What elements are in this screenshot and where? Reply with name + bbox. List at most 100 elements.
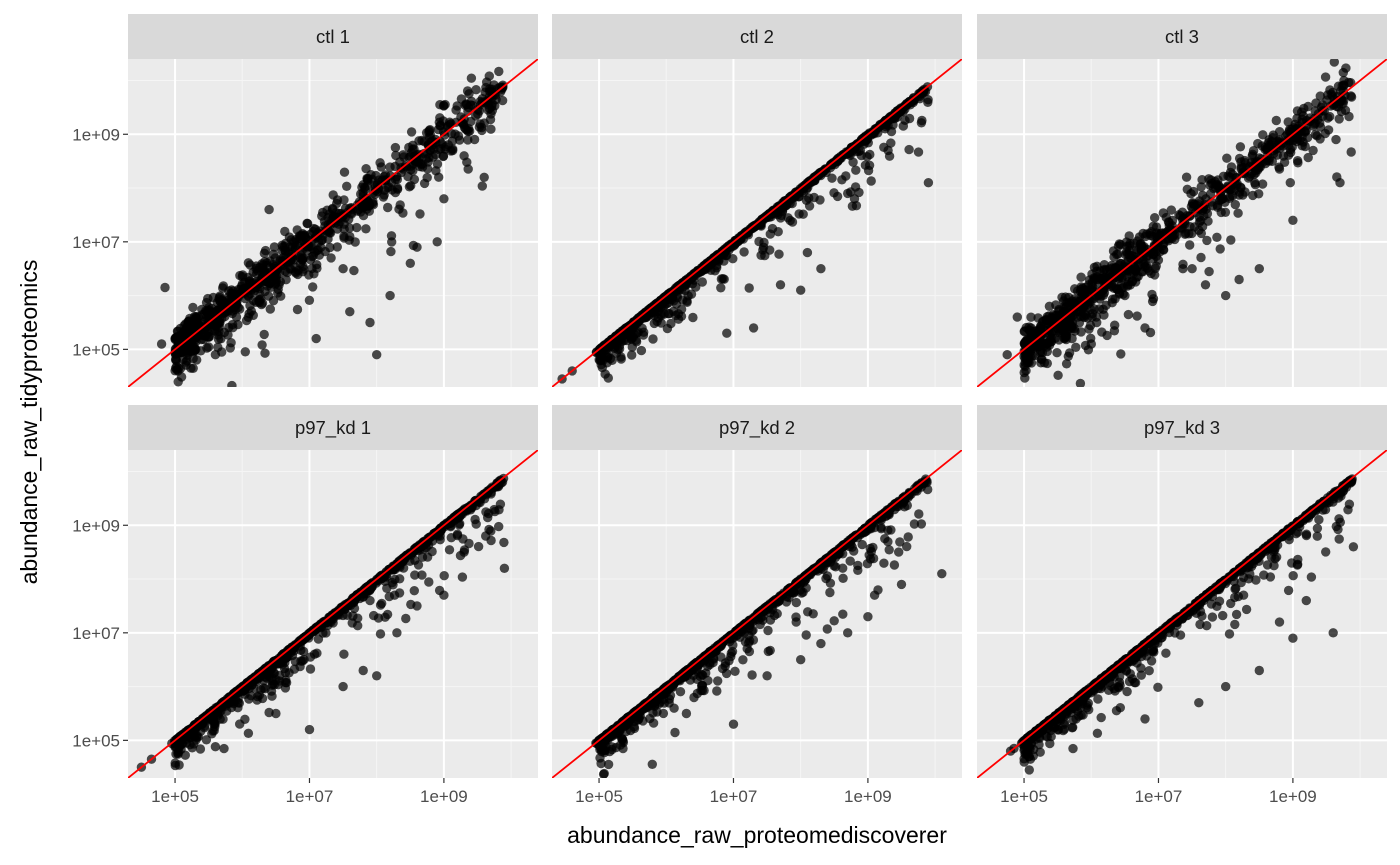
- data-point: [1139, 243, 1149, 253]
- data-point: [848, 157, 858, 167]
- data-point: [913, 147, 924, 157]
- data-point: [1099, 260, 1110, 270]
- data-point: [1158, 208, 1169, 218]
- data-point: [481, 531, 491, 541]
- data-point: [428, 140, 438, 150]
- data-point: [435, 113, 445, 123]
- data-point: [477, 125, 487, 136]
- data-point: [471, 519, 481, 529]
- data-point: [257, 340, 267, 350]
- data-point: [1285, 178, 1296, 188]
- data-point: [618, 743, 628, 754]
- data-point: [412, 601, 422, 611]
- data-point: [1320, 72, 1331, 82]
- data-point: [843, 188, 853, 199]
- data-point: [268, 296, 279, 306]
- data-point: [1063, 351, 1074, 361]
- data-point: [440, 99, 450, 110]
- data-point: [325, 228, 336, 238]
- data-point: [914, 509, 924, 519]
- data-point: [486, 124, 496, 134]
- data-point: [240, 347, 250, 357]
- data-point: [1204, 266, 1214, 277]
- data-point: [171, 355, 182, 366]
- data-point: [1292, 156, 1303, 166]
- data-point: [453, 131, 464, 141]
- data-point: [1127, 276, 1138, 287]
- data-point: [385, 290, 395, 301]
- data-point: [482, 77, 492, 87]
- data-point: [375, 600, 386, 610]
- identity-line: [552, 59, 962, 387]
- data-point: [1067, 296, 1078, 306]
- data-point: [1283, 117, 1293, 127]
- data-point: [648, 718, 659, 728]
- data-point: [422, 172, 432, 183]
- data-point: [291, 268, 301, 278]
- data-point: [406, 161, 416, 171]
- data-point: [774, 249, 784, 259]
- data-point: [265, 304, 275, 314]
- data-point: [309, 223, 319, 234]
- data-point: [220, 311, 230, 322]
- data-point: [1121, 237, 1132, 247]
- data-point: [188, 302, 198, 313]
- data-point: [649, 318, 659, 329]
- data-point: [1181, 172, 1192, 182]
- data-point: [349, 265, 359, 276]
- data-point: [648, 334, 658, 344]
- data-point: [197, 304, 207, 315]
- data-point: [758, 242, 769, 252]
- y-tick-label: 1e+07: [72, 624, 120, 643]
- data-point: [1221, 290, 1231, 301]
- data-point: [1052, 310, 1062, 320]
- data-point: [1196, 228, 1207, 239]
- data-point: [1217, 194, 1227, 204]
- data-point: [339, 224, 349, 234]
- data-point: [288, 255, 299, 265]
- data-point: [730, 666, 740, 676]
- data-point: [904, 144, 914, 155]
- data-point: [185, 313, 195, 324]
- data-point: [1202, 208, 1213, 219]
- data-point: [1140, 323, 1150, 333]
- data-point: [273, 284, 283, 295]
- data-point: [195, 744, 206, 754]
- facet-label: ctl 3: [1165, 26, 1199, 47]
- data-point: [917, 115, 927, 126]
- data-point: [390, 161, 400, 172]
- data-point: [1142, 263, 1153, 273]
- data-point: [219, 743, 229, 754]
- data-point: [201, 735, 212, 745]
- data-point: [744, 283, 754, 293]
- data-point: [452, 101, 462, 111]
- data-point: [202, 343, 212, 353]
- data-point: [307, 263, 317, 274]
- data-point: [446, 533, 456, 543]
- data-point: [345, 307, 355, 317]
- data-point: [1257, 179, 1268, 189]
- data-point: [1274, 164, 1285, 174]
- data-point: [339, 195, 349, 205]
- data-point: [339, 649, 349, 659]
- data-point: [417, 570, 427, 580]
- data-point: [469, 134, 480, 145]
- data-point: [1092, 274, 1102, 284]
- data-point: [499, 537, 509, 548]
- data-point: [1082, 313, 1093, 323]
- data-point: [326, 253, 336, 263]
- data-point: [712, 686, 722, 696]
- data-point: [208, 726, 218, 736]
- data-point: [886, 138, 896, 148]
- data-point: [728, 254, 738, 264]
- y-tick-label: 1e+05: [72, 340, 120, 359]
- data-point: [838, 563, 848, 573]
- data-point: [1254, 264, 1265, 274]
- data-point: [1148, 294, 1159, 304]
- data-point: [1026, 327, 1036, 338]
- data-point: [802, 247, 813, 258]
- data-point: [459, 151, 469, 161]
- data-point: [170, 758, 180, 768]
- data-point: [1097, 327, 1107, 337]
